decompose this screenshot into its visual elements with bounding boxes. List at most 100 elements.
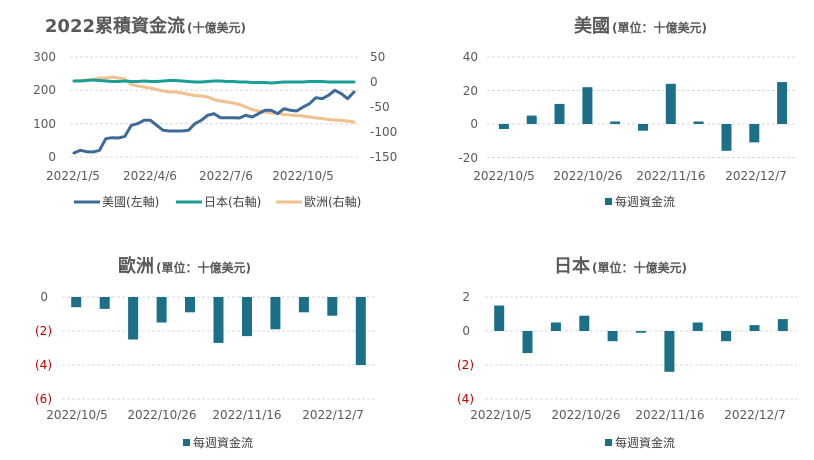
left-tick-label: 300	[33, 50, 56, 64]
us-gridlines	[487, 56, 797, 158]
us-y-axis: 40 20 0 -20	[458, 50, 478, 165]
y-tick-label: (4)	[457, 392, 474, 406]
left-tick-label: 200	[33, 83, 56, 97]
x-tick-label: 2022/1/5	[46, 169, 100, 183]
bar	[777, 82, 788, 124]
bar	[526, 115, 537, 124]
left-tick-label: 0	[48, 150, 56, 164]
x-tick-label: 2022/10/26	[553, 169, 622, 183]
x-tick-label: 2022/11/16	[212, 408, 281, 422]
y-tick-label: 0	[470, 117, 478, 131]
bar	[270, 297, 281, 330]
x-tick-label: 2022/12/7	[724, 408, 786, 422]
bar	[749, 325, 760, 331]
legend-label: 每週資金流	[615, 194, 675, 209]
x-tick-label: 2022/11/16	[635, 408, 704, 422]
bar	[721, 331, 732, 342]
jp-x-axis: 2022/10/5 2022/10/26 2022/11/16 2022/12/…	[470, 408, 786, 422]
right-tick-label: -100	[370, 125, 397, 139]
legend-label-jp: 日本(右軸)	[204, 194, 261, 209]
y-tick-label: (6)	[35, 392, 52, 406]
y-tick-label: 0	[462, 324, 470, 338]
right-tick-label: 0	[370, 75, 378, 89]
bar	[550, 322, 561, 331]
y-tick-label: 0	[40, 290, 48, 304]
cumulative-chart: 2022累積資金流 (十億美元) 300 200 100 0 50 0 -50 …	[33, 15, 397, 209]
eu-legend: 每週資金流	[183, 435, 253, 450]
bar	[71, 297, 82, 308]
jp-gridlines	[485, 296, 797, 400]
cumulative-series-group	[72, 75, 356, 155]
us-legend: 每週資金流	[605, 194, 675, 209]
series-line-us	[72, 88, 356, 155]
x-tick-label: 2022/12/7	[725, 169, 787, 183]
right-tick-label: 50	[370, 50, 385, 64]
bar	[185, 297, 195, 313]
legend-swatch	[605, 439, 612, 446]
x-tick-label: 2022/7/6	[199, 169, 253, 183]
y-tick-label: (2)	[457, 358, 474, 372]
eu-title-unit: (單位：十億美元)	[156, 260, 251, 275]
eu-title: 歐洲	[118, 255, 154, 277]
eu-bar-group	[71, 297, 366, 365]
x-tick-label: 2022/10/5	[46, 408, 108, 422]
bar	[749, 124, 760, 143]
y-tick-label: -20	[458, 151, 478, 165]
bar	[498, 124, 509, 129]
eu-x-axis: 2022/10/5 2022/10/26 2022/11/16 2022/12/…	[46, 408, 364, 422]
jp-title-unit: (單位：十億美元)	[592, 260, 687, 275]
x-tick-label: 2022/12/7	[302, 408, 364, 422]
x-tick-label: 2022/10/5	[473, 169, 535, 183]
legend-label-us: 美國(左軸)	[102, 194, 159, 209]
jp-chart: 日本 (單位：十億美元) 2 0 (2) (4) 2022/10/5 2022/…	[457, 255, 797, 450]
bar	[777, 319, 788, 331]
legend-label-eu: 歐洲(右軸)	[304, 194, 361, 209]
bar	[99, 297, 110, 309]
cumulative-x-axis: 2022/1/5 2022/4/6 2022/7/6 2022/10/5	[46, 169, 334, 183]
bar	[693, 121, 704, 124]
x-tick-label: 2022/10/5	[272, 169, 334, 183]
eu-y-axis: 0 (2) (4) (6)	[35, 290, 52, 406]
legend-swatch	[605, 198, 612, 205]
jp-title: 日本	[554, 255, 590, 277]
bar	[665, 83, 676, 124]
bar	[579, 315, 590, 331]
bar	[582, 87, 593, 124]
bar	[355, 297, 366, 365]
y-tick-label: 20	[463, 84, 478, 98]
x-tick-label: 2022/11/16	[636, 169, 705, 183]
bar	[213, 297, 224, 343]
cumulative-title-unit: (十億美元)	[187, 20, 246, 35]
series-line-jp	[72, 78, 356, 85]
bar	[554, 103, 565, 124]
bar	[607, 331, 618, 342]
left-tick-label: 100	[33, 117, 56, 131]
jp-bar-group	[494, 305, 788, 372]
legend-label: 每週資金流	[193, 435, 253, 450]
bar	[242, 297, 252, 337]
bar	[327, 297, 338, 316]
us-x-axis: 2022/10/5 2022/10/26 2022/11/16 2022/12/…	[473, 169, 787, 183]
y-tick-label: 2	[462, 290, 470, 304]
eu-chart: 歐洲 (單位：十億美元) 0 (2) (4) (6) 2022/10/5 202…	[35, 255, 375, 450]
legend-swatch	[183, 439, 190, 446]
bar	[636, 331, 646, 333]
us-chart: 美國 (單位：十億美元) 40 20 0 -20 2022/10/5 2022/…	[458, 15, 797, 209]
bar	[298, 297, 309, 313]
bar	[522, 331, 533, 354]
jp-legend: 每週資金流	[605, 435, 675, 450]
cumulative-gridlines	[70, 56, 358, 158]
y-tick-label: (2)	[35, 324, 52, 338]
right-tick-label: -50	[370, 100, 390, 114]
bar	[692, 322, 703, 331]
legend-label: 每週資金流	[615, 435, 675, 450]
right-tick-label: -150	[370, 150, 397, 164]
bar	[664, 331, 675, 372]
bar	[721, 124, 732, 151]
y-tick-label: 40	[463, 50, 478, 64]
x-tick-label: 2022/10/26	[127, 408, 196, 422]
jp-y-axis: 2 0 (2) (4)	[457, 290, 474, 406]
bar	[156, 297, 167, 323]
bar	[128, 297, 139, 340]
